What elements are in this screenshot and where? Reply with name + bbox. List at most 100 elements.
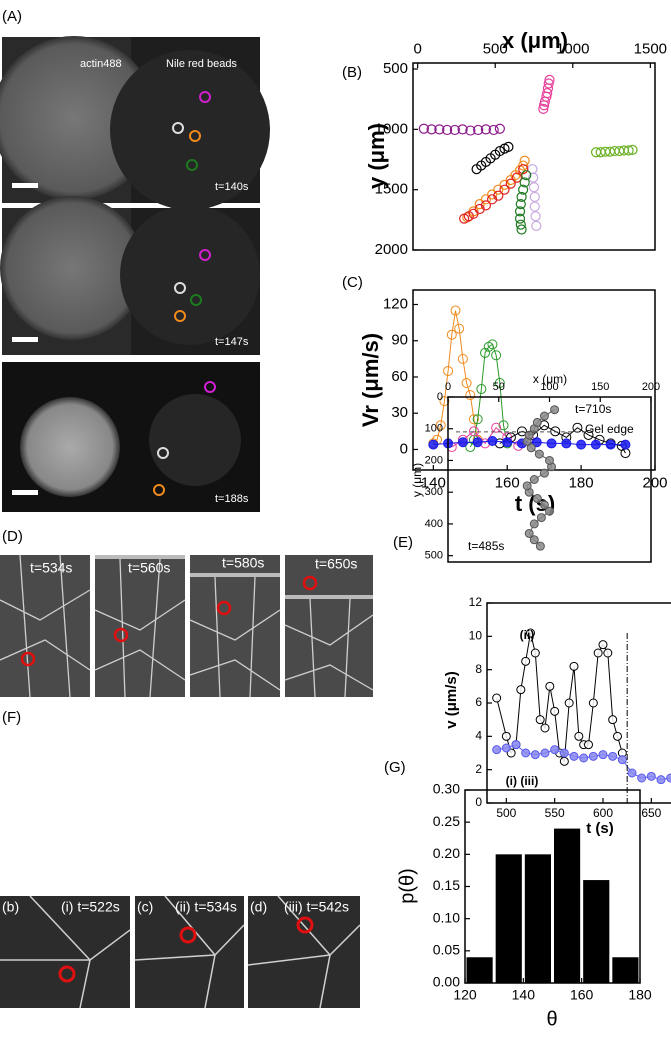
point [516,191,527,203]
x-tick-label: 140 [512,986,536,1002]
bar [495,854,522,983]
y-tick-label: 10 [469,629,483,643]
point [491,350,502,361]
point [530,648,540,658]
point [538,103,549,114]
point [442,124,453,136]
point [550,745,560,755]
x-tick-label: 50 [493,381,505,393]
point [550,706,560,716]
y-tick-label: 4 [475,729,482,743]
gel-edge [95,555,185,559]
point [492,745,502,755]
point [494,145,505,157]
point [480,194,492,205]
point [439,396,450,407]
panel-label: (F) [2,709,21,726]
x-tick-label: 100 [540,381,558,393]
point [535,541,545,551]
point [518,184,529,195]
network [0,895,361,1009]
time-label: t=560s [128,560,170,576]
x-tick-label: 500 [496,806,516,820]
bar [583,880,610,983]
bead-circle [296,916,314,934]
point [514,206,526,217]
point [588,698,598,708]
plot-frame [412,62,656,251]
point [426,124,437,135]
gel-edge [285,595,373,599]
y-axis-label: Vr (μm/s) [358,333,383,427]
point [468,208,479,219]
point [491,422,502,433]
point [608,715,618,725]
point [494,123,505,134]
point [480,124,492,135]
bead-circle [172,122,184,134]
point [531,437,542,448]
point [545,506,554,516]
y-tick-label: 12 [469,595,483,609]
panel-f-insets: (b) (i) t=522s (c) (ii) t=534s (d) (iii)… [0,895,361,1009]
bead-circle [58,965,76,983]
point [656,775,666,785]
point [530,750,540,760]
y-tick-label: 0.20 [433,845,460,861]
point [613,731,622,741]
time-label: t=580s [222,555,264,571]
y-tick-label: 200 [425,454,443,466]
inset-caption: (iii) t=542s [284,899,349,915]
point [579,753,589,763]
point [623,145,634,156]
point [498,420,509,431]
y-tick-label: 100 [425,423,443,435]
y-tick-label: 0 [475,795,482,809]
x-axis-label: x (μm) [502,28,568,53]
y-tick-label: 0.25 [433,813,460,829]
point [521,656,531,666]
point [465,390,476,401]
point [583,429,594,440]
annotation: t=710s [575,402,611,416]
scale-bar [12,490,38,495]
x-axis-label: x (μm) [533,372,567,386]
y-tick-label: 90 [391,332,408,349]
point [522,481,532,491]
point [569,661,579,671]
y-axis-label: y (μm) [364,123,389,189]
x-tick-label: 140 [421,474,446,491]
bead-circle [199,249,211,261]
point [446,329,457,340]
point [608,751,618,761]
y-tick-label: 1000 [375,120,408,137]
point [468,414,479,425]
point [511,740,521,750]
y-tick-label: 500 [383,60,408,77]
point [559,748,569,758]
point [534,449,544,459]
point [501,743,511,753]
point [529,519,539,529]
point [598,640,608,650]
series-line [432,310,479,444]
point [543,78,554,89]
x-tick-label: 200 [642,381,660,393]
channel-label: Nile red beads [166,58,237,70]
cell [149,394,241,486]
bead-circle [204,381,216,393]
annotation: (ii) [520,628,535,642]
point [550,405,560,415]
point [476,384,487,395]
point [540,723,550,733]
bar [524,854,551,983]
point [529,535,539,545]
point [576,439,587,450]
y-tick-label: 30 [391,404,408,421]
point [516,685,526,695]
inset-tag: (c) [137,899,153,915]
point [515,199,526,210]
point [493,184,504,195]
panel-label: (B) [342,64,362,81]
panel-label: (E) [393,534,413,551]
